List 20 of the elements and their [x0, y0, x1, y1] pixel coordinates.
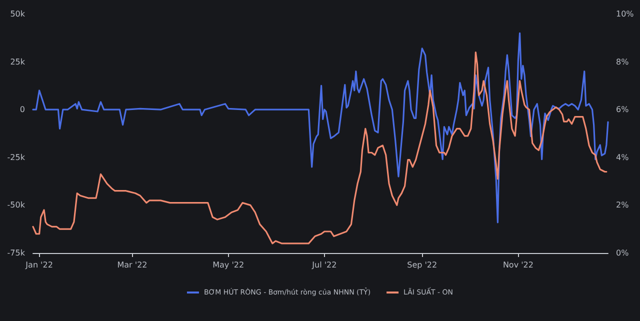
y-tick-label: 0: [20, 105, 25, 114]
y2-tick-label: 2%: [616, 200, 630, 210]
x-tick-label: Sep '22: [407, 260, 438, 270]
x-tick-label: Nov '22: [502, 260, 534, 270]
y-tick-label: 50k: [10, 10, 26, 18]
line-series: [32, 51, 608, 244]
y-tick-label: -75k: [7, 248, 26, 258]
y2-tick-label: 0%: [616, 248, 630, 258]
y2-tick-label: 6%: [616, 105, 630, 114]
line-series: [32, 32, 609, 224]
x-tick-label: Mar '22: [117, 260, 148, 270]
y2-tick-label: 10%: [616, 10, 634, 18]
y2-tick-label: 4%: [616, 152, 630, 162]
x-tick-label: Jan '22: [24, 260, 53, 270]
x-tick-label: May '22: [212, 260, 244, 270]
y-tick-label: -50k: [7, 200, 26, 210]
x-tick-label: Jul '22: [311, 260, 337, 270]
y-tick-label: -25k: [7, 152, 26, 162]
y2-tick-label: 8%: [616, 57, 630, 66]
y-tick-label: 25k: [10, 57, 26, 66]
